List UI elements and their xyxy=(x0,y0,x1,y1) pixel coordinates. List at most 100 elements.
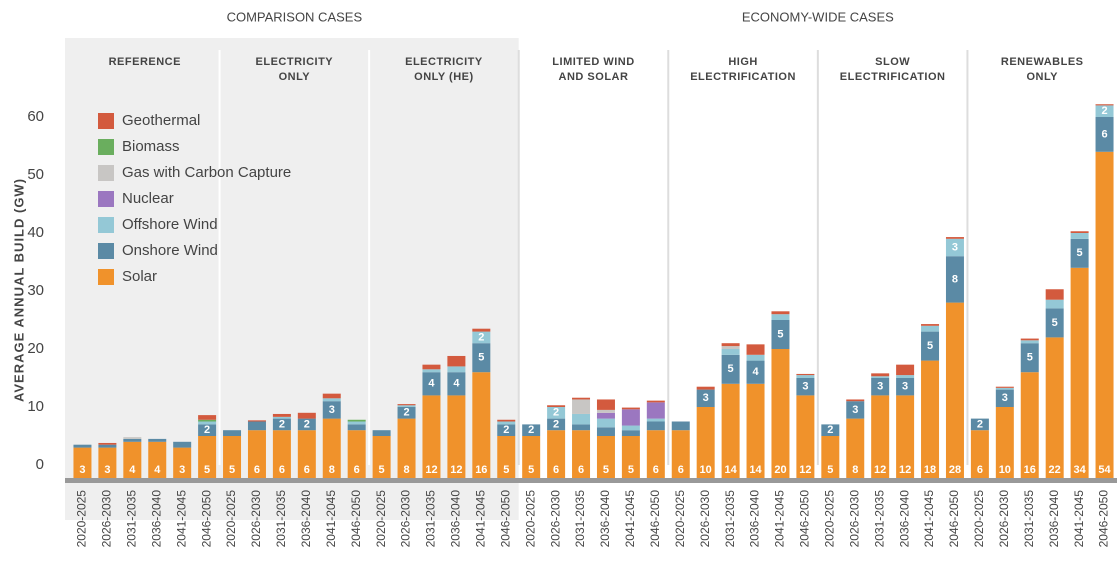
bar-segment xyxy=(1045,308,1064,338)
x-tick-label: 2046-2050 xyxy=(349,490,363,548)
data-label: 12 xyxy=(450,464,462,476)
bar-segment xyxy=(596,436,615,465)
y-tick-label: 40 xyxy=(27,224,44,241)
x-tick-label: 2041-2045 xyxy=(922,490,936,548)
bar-segment xyxy=(272,418,291,431)
section-title: COMPARISON CASES xyxy=(227,9,363,24)
data-label: 5 xyxy=(777,328,783,340)
bar-foot xyxy=(1095,465,1114,478)
bar-segment xyxy=(73,447,92,465)
data-label: 5 xyxy=(927,340,933,352)
bar-foot xyxy=(945,465,964,478)
x-tick-label: 2036-2040 xyxy=(897,490,911,548)
x-tick-label: 2041-2045 xyxy=(1072,490,1086,548)
bar-segment xyxy=(921,324,940,326)
bar-segment xyxy=(297,418,316,431)
bar-segment xyxy=(547,405,566,407)
bar-segment xyxy=(1070,231,1089,233)
bar-segment xyxy=(945,256,964,303)
x-tick-label: 2020-2025 xyxy=(822,490,836,548)
x-tick-label: 2046-2050 xyxy=(199,490,213,548)
bar-segment xyxy=(397,405,416,407)
x-tick-label: 2031-2035 xyxy=(723,490,737,548)
bar-segment xyxy=(148,438,167,442)
bar-segment xyxy=(921,360,940,465)
bar-segment xyxy=(771,311,790,315)
data-label: 8 xyxy=(403,464,409,476)
data-label: 12 xyxy=(799,464,811,476)
bar-segment xyxy=(447,372,466,396)
bar-segment xyxy=(646,430,665,465)
bar-segment xyxy=(148,441,167,465)
data-label: 2 xyxy=(279,418,285,430)
group-title: ONLY xyxy=(279,71,311,83)
bar-segment xyxy=(98,447,117,465)
bar-segment xyxy=(1070,233,1089,239)
bar-segment xyxy=(945,237,964,239)
data-label: 3 xyxy=(852,404,858,416)
bar-foot xyxy=(696,465,715,478)
bar-foot xyxy=(796,465,815,478)
bar-segment xyxy=(422,372,441,396)
data-label: 22 xyxy=(1049,464,1061,476)
bar-segment xyxy=(771,320,790,349)
bar-foot xyxy=(970,465,989,478)
bar-foot xyxy=(73,465,92,478)
bar-segment xyxy=(198,421,217,425)
data-label: 3 xyxy=(179,464,185,476)
bar-segment xyxy=(497,436,516,465)
x-tick-label: 2046-2050 xyxy=(648,490,662,548)
bar-segment xyxy=(1020,372,1039,465)
data-label: 5 xyxy=(1027,352,1033,364)
bar-segment xyxy=(1045,299,1064,309)
bar-segment xyxy=(1095,104,1114,106)
bar-segment xyxy=(572,430,591,465)
data-label: 5 xyxy=(204,464,210,476)
bar-segment xyxy=(896,395,915,465)
data-label: 5 xyxy=(728,363,734,375)
bar-segment xyxy=(322,401,341,419)
bar-foot xyxy=(846,465,865,478)
bar-foot xyxy=(721,465,740,478)
bar-foot xyxy=(671,465,690,478)
group-title: REFERENCE xyxy=(109,56,181,68)
data-label: 12 xyxy=(425,464,437,476)
bar-foot xyxy=(621,465,640,478)
bar-segment xyxy=(198,424,217,436)
bar-segment xyxy=(422,369,441,373)
y-tick-label: 30 xyxy=(27,282,44,299)
x-tick-label: 2036-2040 xyxy=(748,490,762,548)
x-tick-label: 2031-2035 xyxy=(274,490,288,548)
bar-segment xyxy=(871,395,890,465)
bar-foot xyxy=(821,465,840,478)
group-title: ELECTRIFICATION xyxy=(840,71,946,83)
legend-label: Biomass xyxy=(122,138,180,155)
data-label: 16 xyxy=(1024,464,1036,476)
x-tick-label: 2041-2045 xyxy=(324,490,338,548)
bar-segment xyxy=(297,430,316,465)
data-label: 14 xyxy=(749,464,762,476)
bar-foot xyxy=(646,465,665,478)
x-tick-label: 2046-2050 xyxy=(498,490,512,548)
data-label: 12 xyxy=(874,464,886,476)
bar-foot xyxy=(921,465,940,478)
bar-segment xyxy=(846,401,865,419)
data-label: 5 xyxy=(1077,247,1083,259)
group-title: HIGH xyxy=(728,56,758,68)
bar-segment xyxy=(746,360,765,384)
x-tick-label: 2041-2045 xyxy=(773,490,787,548)
legend-label: Nuclear xyxy=(122,190,174,207)
data-label: 2 xyxy=(827,424,833,436)
data-label: 10 xyxy=(999,464,1011,476)
data-label: 8 xyxy=(952,273,958,285)
bar-foot xyxy=(896,465,915,478)
group-title: ELECTRIFICATION xyxy=(690,71,796,83)
bar-segment xyxy=(372,430,391,436)
bar-segment xyxy=(646,421,665,431)
bar-segment xyxy=(223,430,242,436)
bar-segment xyxy=(447,366,466,373)
bar-segment xyxy=(721,383,740,465)
bar-foot xyxy=(422,465,441,478)
data-label: 5 xyxy=(229,464,235,476)
bar-segment xyxy=(671,421,690,431)
